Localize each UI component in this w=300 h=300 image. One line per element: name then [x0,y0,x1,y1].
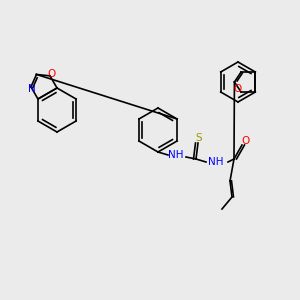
Text: S: S [196,133,202,143]
Text: NH: NH [168,150,184,160]
Text: N: N [28,84,36,94]
Text: NH: NH [208,157,224,167]
Text: O: O [233,84,241,94]
Text: O: O [47,69,55,79]
Text: O: O [241,136,249,146]
